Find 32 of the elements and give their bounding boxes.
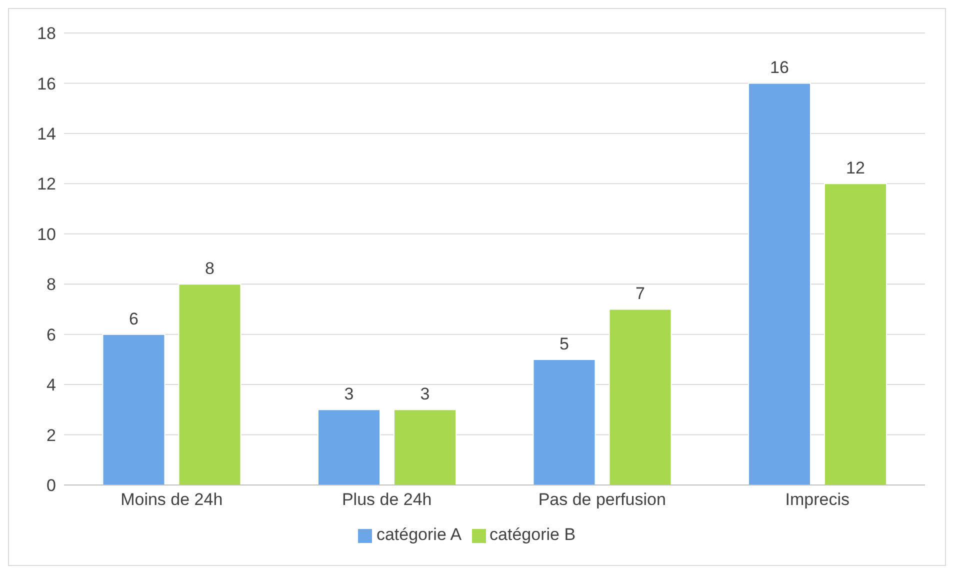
y-tick-label: 12 [37,174,56,194]
legend-label: catégorie A [376,525,462,544]
y-tick-label: 0 [46,476,56,496]
legend-label: catégorie B [490,525,576,544]
data-label: 3 [420,384,430,404]
y-tick-label: 8 [46,275,56,294]
x-tick-label: Moins de 24h [120,490,223,510]
bar [748,82,811,485]
y-tick-label: 18 [37,24,56,44]
bar [393,409,456,485]
y-tick-label: 16 [37,74,56,94]
data-label: 12 [846,158,865,178]
bar [102,334,166,485]
data-label: 8 [205,259,214,278]
bar [608,308,672,485]
x-tick-label: Pas de perfusion [538,490,666,510]
data-label: 3 [344,384,354,404]
y-tick-label: 14 [37,124,56,144]
data-label: 5 [560,334,569,354]
data-label: 6 [129,309,138,328]
y-tick-label: 4 [46,376,56,395]
y-tick-label: 10 [37,224,56,244]
y-tick-label: 2 [46,426,56,445]
bar [532,358,596,485]
data-label: 7 [636,284,645,304]
data-label: 16 [770,58,789,78]
bar [178,284,242,485]
bar [317,409,380,485]
x-tick-label: Plus de 24h [342,490,432,510]
x-tick-label: Imprecis [785,490,850,510]
bar [824,183,887,485]
y-tick-label: 6 [46,325,56,344]
